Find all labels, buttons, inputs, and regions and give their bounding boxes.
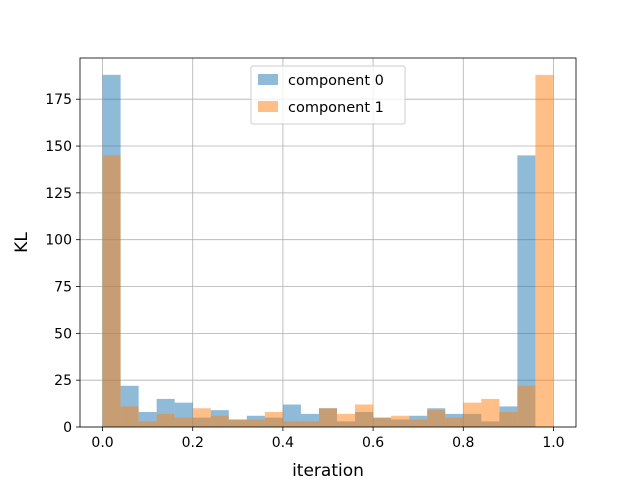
bar-component-1 — [138, 421, 157, 427]
bar-component-1 — [210, 415, 229, 427]
bar-component-1 — [427, 410, 446, 427]
bar-component-1 — [174, 417, 193, 427]
bar-component-1 — [445, 417, 464, 427]
bar-component-1 — [463, 402, 482, 427]
y-tick-label: 100 — [45, 233, 72, 249]
y-tick-label: 125 — [45, 186, 72, 202]
legend-label-component-1: component 1 — [288, 100, 384, 116]
bar-component-0 — [517, 155, 536, 428]
y-tick-label: 150 — [45, 139, 72, 155]
bar-component-1 — [337, 413, 356, 427]
bar-component-1 — [535, 74, 554, 428]
bar-component-1 — [391, 415, 410, 427]
y-tick-label: 75 — [54, 280, 72, 296]
bar-component-1 — [120, 406, 139, 427]
bar-component-1 — [192, 408, 211, 427]
bar-component-1 — [102, 155, 121, 428]
x-axis-label: iteration — [292, 461, 364, 480]
x-tick-label: 0.0 — [91, 435, 113, 451]
bar-component-1 — [282, 421, 301, 427]
legend: component 0 component 1 — [250, 65, 406, 125]
x-tick-label: 0.2 — [182, 435, 204, 451]
bar-component-1 — [481, 398, 500, 427]
x-tick-label: 0.4 — [272, 435, 294, 451]
bar-component-1 — [228, 419, 247, 427]
legend-box — [250, 65, 406, 125]
bar-component-1 — [517, 385, 536, 427]
legend-swatch-component-1 — [258, 101, 278, 112]
x-axis-ticks: 0.0 0.2 0.4 0.6 0.8 1.0 — [91, 427, 565, 451]
bar-component-1 — [246, 419, 265, 427]
bars — [102, 74, 554, 428]
bar-component-1 — [300, 421, 319, 427]
y-tick-label: 175 — [45, 92, 72, 108]
bar-component-1 — [264, 412, 283, 427]
x-tick-label: 1.0 — [542, 435, 564, 451]
y-tick-label: 25 — [54, 373, 72, 389]
legend-label-component-0: component 0 — [288, 73, 384, 89]
bar-component-1 — [409, 419, 428, 427]
x-tick-label: 0.8 — [452, 435, 474, 451]
plot-area-frame — [79, 57, 577, 428]
bar-component-1 — [373, 417, 392, 427]
y-axis-ticks: 0 25 50 75 100 125 150 175 — [45, 92, 80, 436]
y-tick-label: 0 — [63, 420, 72, 436]
bar-component-1 — [318, 408, 338, 427]
y-tick-label: 50 — [54, 326, 72, 342]
y-axis-label: KL — [12, 232, 32, 253]
bar-component-1 — [355, 404, 374, 427]
bar-component-1 — [156, 413, 175, 427]
x-tick-label: 0.6 — [362, 435, 384, 451]
legend-swatch-component-0 — [258, 74, 278, 85]
bar-component-1 — [499, 412, 518, 427]
